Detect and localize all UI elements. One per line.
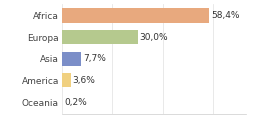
Text: 3,6%: 3,6%: [73, 76, 95, 85]
Bar: [62, 9, 209, 23]
Text: 30,0%: 30,0%: [139, 33, 168, 42]
Bar: [62, 52, 81, 66]
Bar: [62, 73, 71, 87]
Text: 58,4%: 58,4%: [211, 11, 240, 20]
Bar: [62, 30, 137, 44]
Text: 7,7%: 7,7%: [83, 54, 106, 63]
Text: 0,2%: 0,2%: [64, 98, 87, 107]
